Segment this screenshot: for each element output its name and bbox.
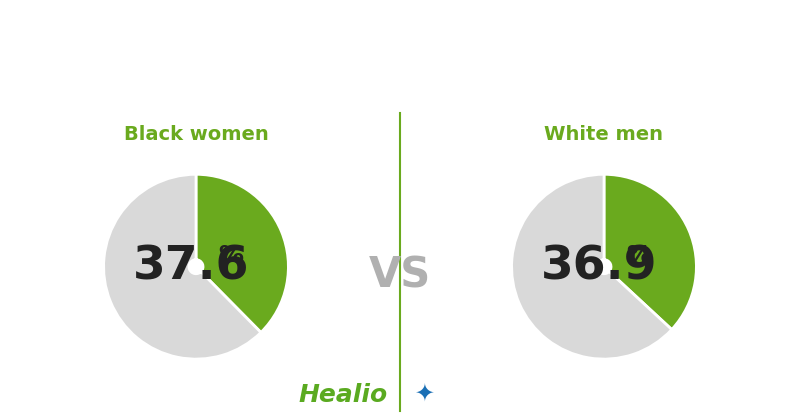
Wedge shape <box>604 174 696 330</box>
Wedge shape <box>104 174 261 359</box>
Text: Healio: Healio <box>299 383 388 407</box>
Text: %: % <box>626 244 652 268</box>
Wedge shape <box>196 174 288 333</box>
Text: %: % <box>218 244 244 268</box>
Text: White men: White men <box>545 125 663 144</box>
Text: Black women: Black women <box>124 125 268 144</box>
Text: Mortality rate among patients who received: Mortality rate among patients who receiv… <box>140 30 660 50</box>
Wedge shape <box>512 174 672 359</box>
Text: mechanical ventilation for pneumonia or sepsis:: mechanical ventilation for pneumonia or … <box>116 75 684 95</box>
Text: 37.6: 37.6 <box>133 244 250 289</box>
Text: 36.9: 36.9 <box>541 244 658 289</box>
Text: ✦: ✦ <box>414 382 434 406</box>
Text: VS: VS <box>369 255 431 297</box>
